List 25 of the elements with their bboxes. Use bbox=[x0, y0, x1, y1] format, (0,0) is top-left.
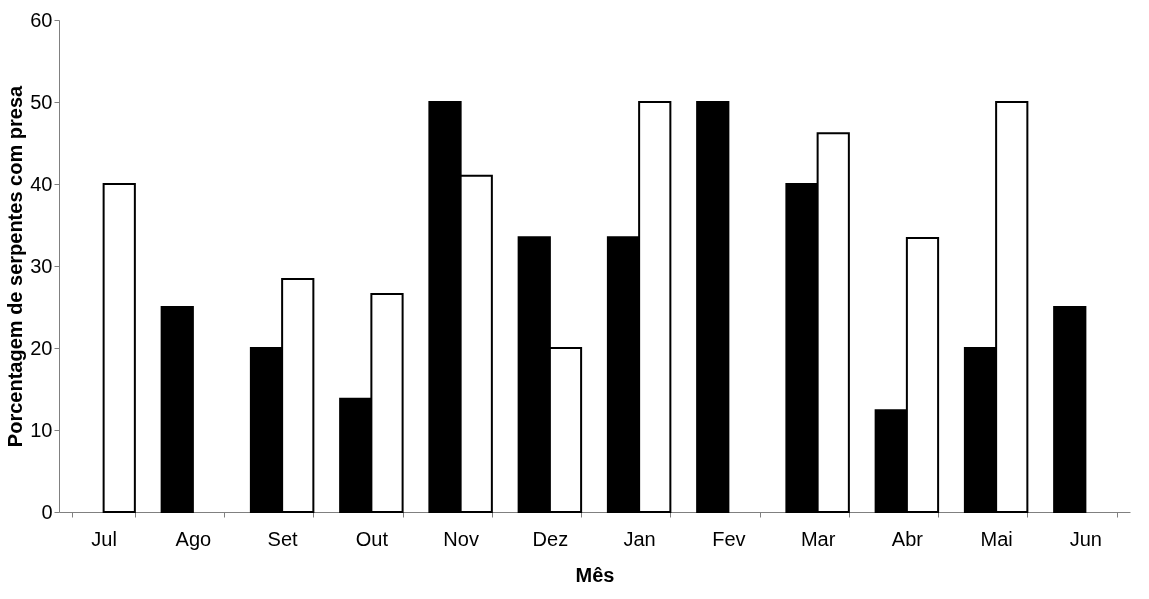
y-tick-label: 40 bbox=[30, 172, 53, 195]
x-tick-label: Dez bbox=[532, 527, 569, 550]
y-tick-label: 20 bbox=[30, 336, 53, 359]
y-tick-label: 60 bbox=[30, 8, 53, 31]
bar bbox=[160, 306, 194, 513]
y-tick-label: 30 bbox=[30, 254, 53, 277]
x-tick-label: Fev bbox=[712, 527, 746, 550]
x-tick-label: Ago bbox=[175, 527, 212, 550]
y-axis-title: Porcentagem de serpentes com presa bbox=[4, 85, 27, 448]
bar bbox=[1053, 306, 1087, 513]
x-tick-label: Jun bbox=[1069, 527, 1102, 550]
x-tick-label: Abr bbox=[891, 527, 924, 550]
y-tick-label: 0 bbox=[41, 500, 53, 523]
bar bbox=[696, 101, 730, 513]
y-tick-label: 50 bbox=[30, 90, 53, 113]
x-tick-label: Set bbox=[267, 527, 299, 550]
x-tick-label: Jul bbox=[91, 527, 117, 550]
x-tick-label: Mar bbox=[800, 527, 836, 550]
x-axis-title: Mês bbox=[575, 563, 615, 586]
x-tick-label: Jan bbox=[623, 527, 656, 550]
bar bbox=[102, 183, 136, 513]
x-tick-label: Out bbox=[355, 527, 389, 550]
x-tick-label: Nov bbox=[443, 527, 479, 550]
x-tick-label: Mai bbox=[980, 527, 1013, 550]
y-tick-label: 10 bbox=[30, 418, 53, 441]
